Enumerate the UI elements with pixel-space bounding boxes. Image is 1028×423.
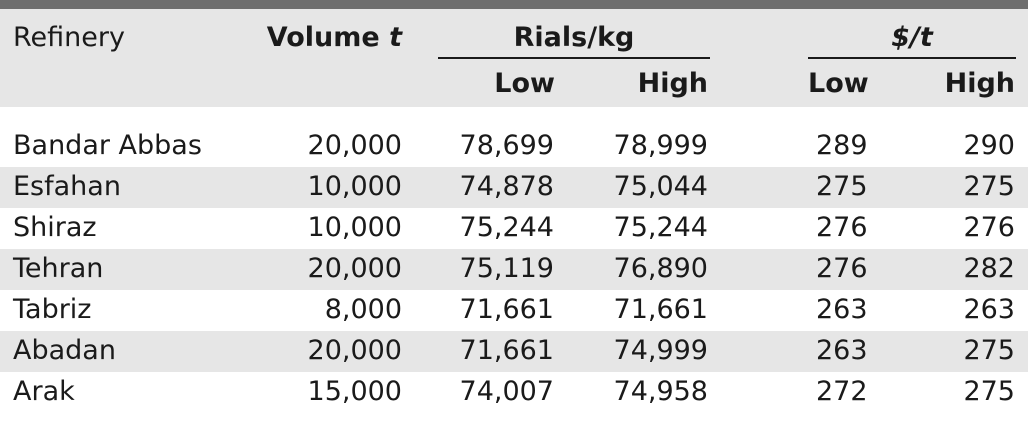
cell-rials-high: 74,999 bbox=[613, 335, 708, 366]
cell-usd-low: 263 bbox=[816, 335, 868, 366]
cell-volume: 8,000 bbox=[324, 294, 402, 325]
cell-rials-high: 76,890 bbox=[613, 253, 708, 284]
header-rials-high: High bbox=[637, 68, 708, 99]
cell-rials-high: 75,044 bbox=[613, 171, 708, 202]
header-usd-t-text: $/t bbox=[891, 22, 933, 53]
cell-usd-high: 275 bbox=[963, 171, 1015, 202]
cell-usd-high: 263 bbox=[963, 294, 1015, 325]
cell-volume: 15,000 bbox=[307, 376, 402, 407]
header-usd-low: Low bbox=[808, 68, 869, 99]
header-rials-low: Low bbox=[494, 68, 555, 99]
header-usd-high: High bbox=[944, 68, 1015, 99]
cell-rials-low: 75,119 bbox=[459, 253, 554, 284]
cell-rials-low: 78,699 bbox=[459, 130, 554, 161]
cell-usd-high: 290 bbox=[963, 130, 1015, 161]
cell-usd-low: 263 bbox=[816, 294, 868, 325]
table-row: Esfahan 10,000 74,878 75,044 275 275 bbox=[0, 167, 1028, 208]
cell-refinery: Arak bbox=[13, 376, 75, 407]
cell-usd-low: 275 bbox=[816, 171, 868, 202]
header-rials-rule bbox=[438, 57, 710, 59]
cell-rials-low: 71,661 bbox=[459, 294, 554, 325]
cell-rials-high: 78,999 bbox=[613, 130, 708, 161]
header-usd-rule bbox=[808, 57, 1016, 59]
cell-refinery: Tabriz bbox=[13, 294, 92, 325]
cell-usd-low: 276 bbox=[816, 212, 868, 243]
header-volume: Volume t bbox=[240, 22, 402, 54]
cell-usd-high: 275 bbox=[963, 376, 1015, 407]
table-row: Bandar Abbas 20,000 78,699 78,999 289 290 bbox=[0, 126, 1028, 167]
header-volume-unit: t bbox=[389, 22, 402, 53]
cell-usd-low: 276 bbox=[816, 253, 868, 284]
cell-usd-high: 275 bbox=[963, 335, 1015, 366]
header-rials-kg: Rials/kg bbox=[513, 22, 635, 53]
cell-usd-low: 272 bbox=[816, 376, 868, 407]
cell-rials-high: 74,958 bbox=[613, 376, 708, 407]
cell-refinery: Tehran bbox=[13, 253, 104, 284]
cell-refinery: Abadan bbox=[13, 335, 116, 366]
table-row: Shiraz 10,000 75,244 75,244 276 276 bbox=[0, 208, 1028, 249]
cell-volume: 10,000 bbox=[307, 212, 402, 243]
cell-volume: 20,000 bbox=[307, 130, 402, 161]
cell-rials-low: 74,878 bbox=[459, 171, 554, 202]
table-row: Tabriz 8,000 71,661 71,661 263 263 bbox=[0, 290, 1028, 331]
cell-usd-low: 289 bbox=[816, 130, 868, 161]
cell-rials-high: 71,661 bbox=[613, 294, 708, 325]
cell-rials-low: 75,244 bbox=[459, 212, 554, 243]
cell-rials-high: 75,244 bbox=[613, 212, 708, 243]
cell-usd-high: 276 bbox=[963, 212, 1015, 243]
cell-refinery: Esfahan bbox=[13, 171, 121, 202]
table-row: Abadan 20,000 71,661 74,999 263 275 bbox=[0, 331, 1028, 372]
table-title-bar bbox=[0, 0, 1028, 9]
header-refinery: Refinery bbox=[13, 22, 125, 53]
table-row: Arak 15,000 74,007 74,958 272 275 bbox=[0, 372, 1028, 413]
table-header: Refinery Volume t Rials/kg $/t Low High … bbox=[0, 9, 1028, 107]
cell-volume: 20,000 bbox=[307, 335, 402, 366]
header-usd-t: $/t bbox=[808, 22, 1016, 54]
cell-rials-low: 74,007 bbox=[459, 376, 554, 407]
cell-refinery: Shiraz bbox=[13, 212, 97, 243]
cell-refinery: Bandar Abbas bbox=[13, 130, 202, 161]
cell-volume: 20,000 bbox=[307, 253, 402, 284]
header-volume-text: Volume bbox=[266, 22, 390, 53]
cell-usd-high: 282 bbox=[963, 253, 1015, 284]
cell-rials-low: 71,661 bbox=[459, 335, 554, 366]
table-row: Tehran 20,000 75,119 76,890 276 282 bbox=[0, 249, 1028, 290]
cell-volume: 10,000 bbox=[307, 171, 402, 202]
